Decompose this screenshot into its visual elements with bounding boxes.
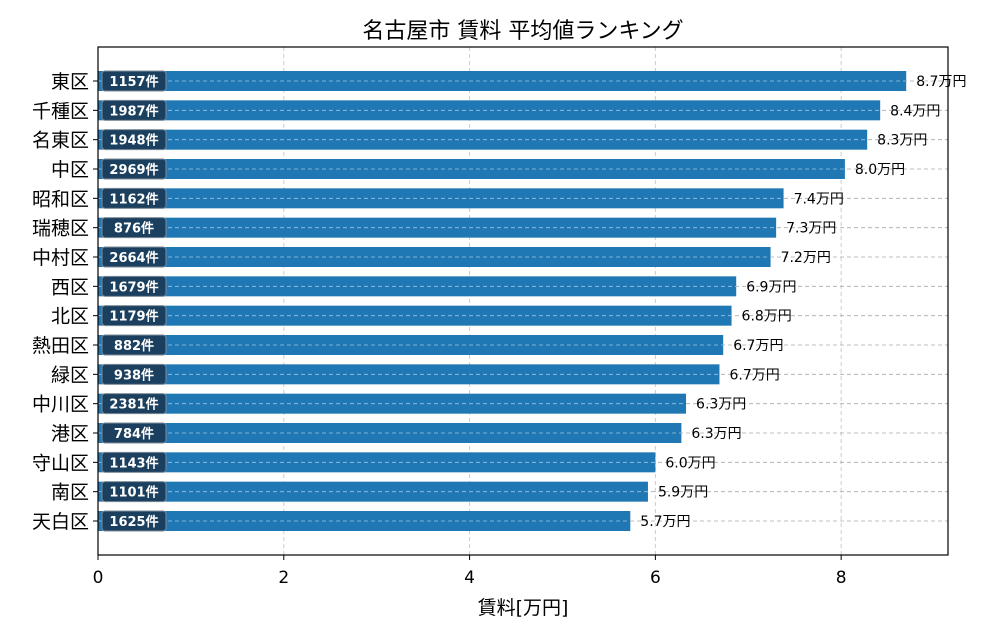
- value-label: 7.4万円: [794, 191, 844, 207]
- gridlines: [97, 47, 948, 555]
- count-label: 1987件: [109, 103, 158, 119]
- value-label: 6.0万円: [665, 455, 715, 471]
- category-label: 東区: [51, 71, 89, 93]
- count-badge: [101, 422, 167, 444]
- count-badge: [101, 510, 167, 532]
- count-label: 1157件: [109, 74, 158, 90]
- value-label: 7.3万円: [786, 221, 836, 237]
- chart-title: 名古屋市 賃料 平均値ランキング: [362, 19, 683, 44]
- category-label: 昭和区: [32, 188, 89, 210]
- x-tick-label: 4: [464, 568, 475, 588]
- count-badge: [101, 451, 167, 473]
- count-badge: [101, 187, 167, 209]
- x-tick-label: 2: [278, 568, 289, 588]
- count-badge: [101, 70, 167, 92]
- count-label: 1179件: [109, 309, 158, 325]
- value-label: 8.4万円: [890, 103, 940, 119]
- category-label: 名東区: [32, 130, 89, 152]
- bar: [98, 71, 907, 91]
- count-badge: [101, 217, 167, 239]
- count-badge: [101, 363, 167, 385]
- count-badge: [101, 334, 167, 356]
- value-label: 7.2万円: [781, 250, 831, 266]
- x-axis-label: 賃料[万円]: [478, 597, 569, 619]
- category-label: 中川区: [32, 394, 89, 416]
- category-label: 瑞穂区: [32, 218, 89, 240]
- count-badge: [101, 305, 167, 327]
- value-label: 6.3万円: [691, 426, 741, 442]
- category-label: 守山区: [32, 452, 89, 474]
- category-labels: 東区千種区名東区中区昭和区瑞穂区中村区西区北区熱田区緑区中川区港区守山区南区天白…: [32, 71, 98, 533]
- value-label: 6.8万円: [742, 309, 792, 325]
- count-badge: [101, 275, 167, 297]
- category-label: 港区: [51, 423, 89, 445]
- count-label: 1679件: [109, 279, 158, 295]
- value-label: 8.7万円: [916, 74, 966, 90]
- category-label: 緑区: [51, 364, 89, 386]
- category-label: 西区: [51, 276, 89, 298]
- bar: [98, 100, 881, 121]
- count-badge: [101, 129, 167, 151]
- category-label: 北区: [51, 306, 89, 328]
- bars: 1157件 8.7万円 1987件 8.4万円 1948件 8.3万円 2969件 8.0万円…: [98, 70, 966, 532]
- count-label: 1162件: [109, 191, 158, 207]
- count-badge: [101, 246, 167, 268]
- count-label: 2664件: [109, 250, 158, 266]
- value-label: 6.3万円: [696, 397, 746, 413]
- x-tick-label: 6: [650, 568, 661, 588]
- count-badge: [101, 481, 167, 503]
- bar: [98, 188, 784, 209]
- count-label: 1143件: [109, 455, 158, 471]
- bar: [98, 276, 737, 297]
- count-label: 1625件: [109, 514, 158, 530]
- count-label: 784件: [114, 426, 154, 442]
- category-label: 天白区: [32, 511, 89, 533]
- count-label: 2381件: [109, 397, 158, 413]
- value-label: 6.7万円: [729, 367, 779, 383]
- value-label: 6.9万円: [746, 279, 796, 295]
- category-label: 千種区: [32, 100, 89, 122]
- count-label: 1948件: [109, 133, 158, 149]
- x-axis-ticks: 0 2 4 6 8: [93, 555, 847, 588]
- plot-frame: [97, 46, 949, 556]
- x-tick-label: 8: [836, 568, 847, 588]
- bar: [98, 129, 868, 150]
- category-label: 中村区: [32, 247, 89, 269]
- count-label: 876件: [114, 221, 154, 237]
- category-label: 中区: [51, 159, 89, 181]
- value-label: 8.0万円: [855, 162, 905, 178]
- value-label: 5.9万円: [658, 485, 708, 501]
- value-label: 5.7万円: [640, 514, 690, 530]
- count-label: 2969件: [109, 162, 158, 178]
- count-badge: [101, 99, 167, 121]
- count-label: 938件: [114, 367, 154, 383]
- count-label: 1101件: [109, 485, 158, 501]
- value-label: 8.3万円: [877, 133, 927, 149]
- category-label: 南区: [51, 482, 89, 504]
- count-badge: [101, 393, 167, 415]
- bar: [98, 335, 724, 355]
- bar: [98, 452, 656, 473]
- x-tick-label: 0: [93, 568, 104, 588]
- category-label: 熱田区: [32, 335, 89, 357]
- count-label: 882件: [114, 338, 154, 354]
- count-badge: [101, 158, 167, 180]
- value-label: 6.7万円: [733, 338, 783, 354]
- bar: [98, 423, 682, 443]
